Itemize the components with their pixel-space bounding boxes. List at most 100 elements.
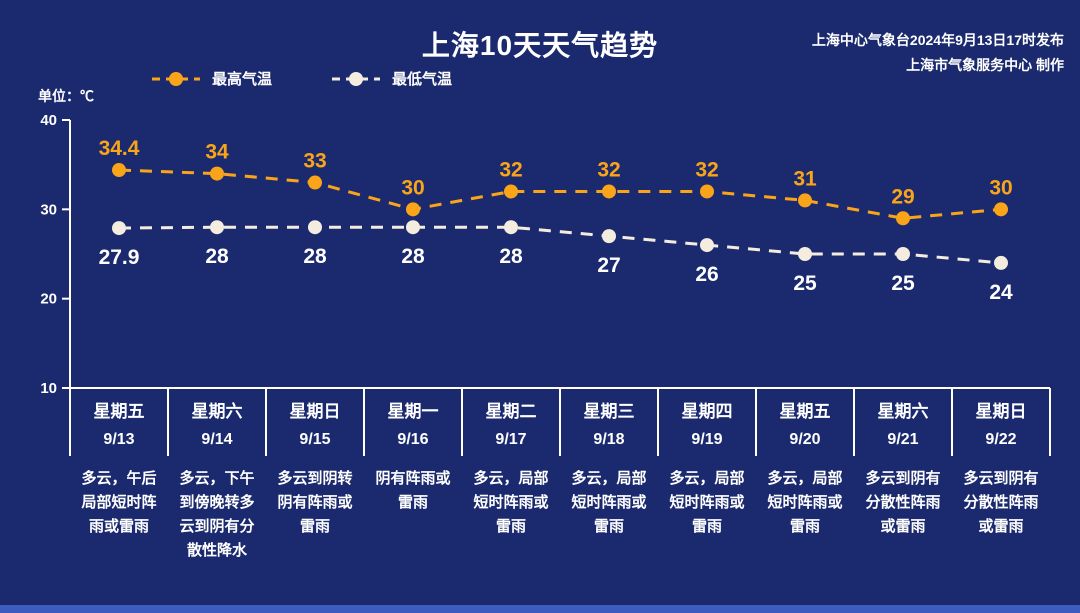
max-temp-value-label: 33 bbox=[303, 150, 326, 173]
min-temp-value-label: 25 bbox=[793, 272, 817, 295]
legend-item-max-temp: 最高气温 bbox=[152, 68, 272, 89]
day-column: 星期五 9/13 多云，午后局部短时阵雨或雷雨 bbox=[70, 397, 168, 539]
max-temp-point bbox=[504, 184, 518, 199]
max-temp-value-label: 34 bbox=[205, 141, 229, 164]
max-temp-marker-icon bbox=[152, 71, 200, 86]
day-date-label: 9/21 bbox=[887, 431, 919, 448]
legend: 最高气温 最低气温 bbox=[152, 68, 452, 89]
weather-description: 多云，午后局部短时阵雨或雷雨 bbox=[81, 470, 157, 535]
min-temp-value-label: 27 bbox=[597, 254, 620, 277]
bottom-accent-bar bbox=[0, 605, 1080, 613]
min-temp-point bbox=[112, 221, 126, 236]
min-temp-point bbox=[994, 255, 1008, 270]
day-column: 星期六 9/14 多云，下午到傍晚转多云到阴有分散性降水 bbox=[168, 397, 266, 563]
min-temp-value-label: 28 bbox=[499, 245, 523, 268]
weather-description: 多云，下午到傍晚转多云到阴有分散性降水 bbox=[179, 470, 255, 559]
max-temp-point bbox=[994, 202, 1008, 217]
min-temp-point bbox=[602, 229, 616, 244]
max-temp-value-label: 34.4 bbox=[99, 137, 140, 160]
min-temp-legend-label: 最低气温 bbox=[392, 71, 453, 88]
min-temp-value-label: 24 bbox=[989, 281, 1013, 304]
unit-label: 单位：℃ bbox=[38, 88, 94, 104]
max-temp-point bbox=[210, 166, 224, 181]
y-tick-label: 30 bbox=[40, 201, 57, 218]
max-temp-point bbox=[700, 184, 714, 199]
max-temp-value-label: 31 bbox=[793, 167, 817, 190]
min-temp-value-label: 25 bbox=[891, 272, 915, 295]
min-temp-value-label: 27.9 bbox=[99, 246, 140, 269]
day-column: 星期二 9/17 多云，局部短时阵雨或雷雨 bbox=[462, 397, 560, 539]
day-column: 星期四 9/19 多云，局部短时阵雨或雷雨 bbox=[658, 397, 756, 539]
day-name-label: 星期四 bbox=[681, 402, 733, 421]
day-name-label: 星期二 bbox=[485, 402, 537, 421]
y-tick-label: 40 bbox=[40, 112, 57, 129]
min-temp-value-label: 28 bbox=[303, 245, 327, 268]
weather-description: 多云到阴转阴有阵雨或雷雨 bbox=[277, 470, 353, 535]
min-temp-point bbox=[308, 220, 322, 235]
day-date-label: 9/16 bbox=[397, 431, 429, 448]
min-temp-value-label: 28 bbox=[401, 245, 425, 268]
min-temp-marker-icon bbox=[332, 71, 381, 86]
weather-description: 多云，局部短时阵雨或雷雨 bbox=[767, 470, 843, 535]
weather-description: 阴有阵雨或雷雨 bbox=[375, 470, 451, 511]
day-name-label: 星期六 bbox=[877, 402, 929, 421]
day-date-label: 9/13 bbox=[103, 431, 135, 448]
day-column: 星期三 9/18 多云，局部短时阵雨或雷雨 bbox=[560, 397, 658, 539]
max-temp-point bbox=[896, 211, 910, 226]
weather-description: 多云，局部短时阵雨或雷雨 bbox=[571, 470, 647, 535]
y-tick-label: 20 bbox=[40, 291, 57, 308]
day-name-label: 星期一 bbox=[387, 402, 439, 421]
day-date-label: 9/17 bbox=[495, 431, 527, 448]
max-temp-point bbox=[602, 184, 616, 199]
min-temp-point bbox=[700, 238, 714, 253]
max-temp-value-label: 32 bbox=[499, 158, 522, 181]
day-date-label: 9/19 bbox=[691, 431, 723, 448]
min-temp-value-label: 26 bbox=[695, 263, 718, 286]
min-temp-point bbox=[406, 220, 420, 235]
day-date-label: 9/18 bbox=[593, 431, 625, 448]
day-name-label: 星期五 bbox=[93, 402, 145, 421]
min-temp-value-label: 28 bbox=[205, 245, 229, 268]
day-column: 星期日 9/15 多云到阴转阴有阵雨或雷雨 bbox=[266, 397, 364, 539]
day-column: 星期一 9/16 阴有阵雨或雷雨 bbox=[364, 397, 462, 515]
day-column: 星期五 9/20 多云，局部短时阵雨或雷雨 bbox=[756, 397, 854, 539]
max-temp-point bbox=[406, 202, 420, 217]
max-temp-point bbox=[798, 193, 812, 208]
min-temp-point bbox=[896, 247, 910, 261]
max-temp-value-label: 32 bbox=[597, 158, 620, 181]
issuer-line2: 上海市气象服务中心 制作 bbox=[906, 57, 1064, 73]
page-title: 上海10天天气趋势 bbox=[421, 30, 659, 61]
issuer-line1: 上海中心气象台2024年9月13日17时发布 bbox=[811, 32, 1064, 48]
max-temp-value-label: 29 bbox=[891, 185, 914, 208]
max-temp-value-label: 30 bbox=[989, 176, 1012, 199]
weather-description: 多云到阴有分散性阵雨或雷雨 bbox=[865, 470, 941, 535]
max-temp-point bbox=[112, 163, 126, 178]
day-date-label: 9/14 bbox=[201, 431, 233, 448]
max-temp-line bbox=[118, 168, 1002, 220]
day-name-label: 星期三 bbox=[583, 402, 635, 421]
day-column: 星期六 9/21 多云到阴有分散性阵雨或雷雨 bbox=[854, 397, 952, 539]
max-temp-legend-label: 最高气温 bbox=[212, 71, 273, 88]
weather-description: 多云到阴有分散性阵雨或雷雨 bbox=[963, 470, 1039, 535]
day-column: 星期日 9/22 多云到阴有分散性阵雨或雷雨 bbox=[952, 397, 1050, 539]
legend-item-min-temp: 最低气温 bbox=[332, 68, 452, 89]
weather-description: 多云，局部短时阵雨或雷雨 bbox=[669, 470, 745, 535]
day-name-label: 星期日 bbox=[975, 402, 1027, 421]
day-date-label: 9/20 bbox=[789, 431, 821, 448]
day-name-label: 星期日 bbox=[289, 402, 341, 421]
day-date-label: 9/22 bbox=[985, 431, 1017, 448]
issuer-info: 上海中心气象台2024年9月13日17时发布 上海市气象服务中心 制作 bbox=[812, 28, 1064, 78]
min-temp-point bbox=[210, 220, 224, 235]
max-temp-point bbox=[308, 175, 322, 190]
weather-description: 多云，局部短时阵雨或雷雨 bbox=[473, 470, 549, 535]
max-temp-value-label: 32 bbox=[695, 158, 718, 181]
min-temp-point bbox=[798, 247, 812, 261]
day-name-label: 星期五 bbox=[779, 402, 831, 421]
min-temp-line bbox=[118, 225, 1002, 265]
day-name-label: 星期六 bbox=[191, 402, 243, 421]
max-temp-value-label: 30 bbox=[401, 176, 424, 199]
min-temp-point bbox=[504, 220, 518, 235]
day-date-label: 9/15 bbox=[299, 431, 331, 448]
